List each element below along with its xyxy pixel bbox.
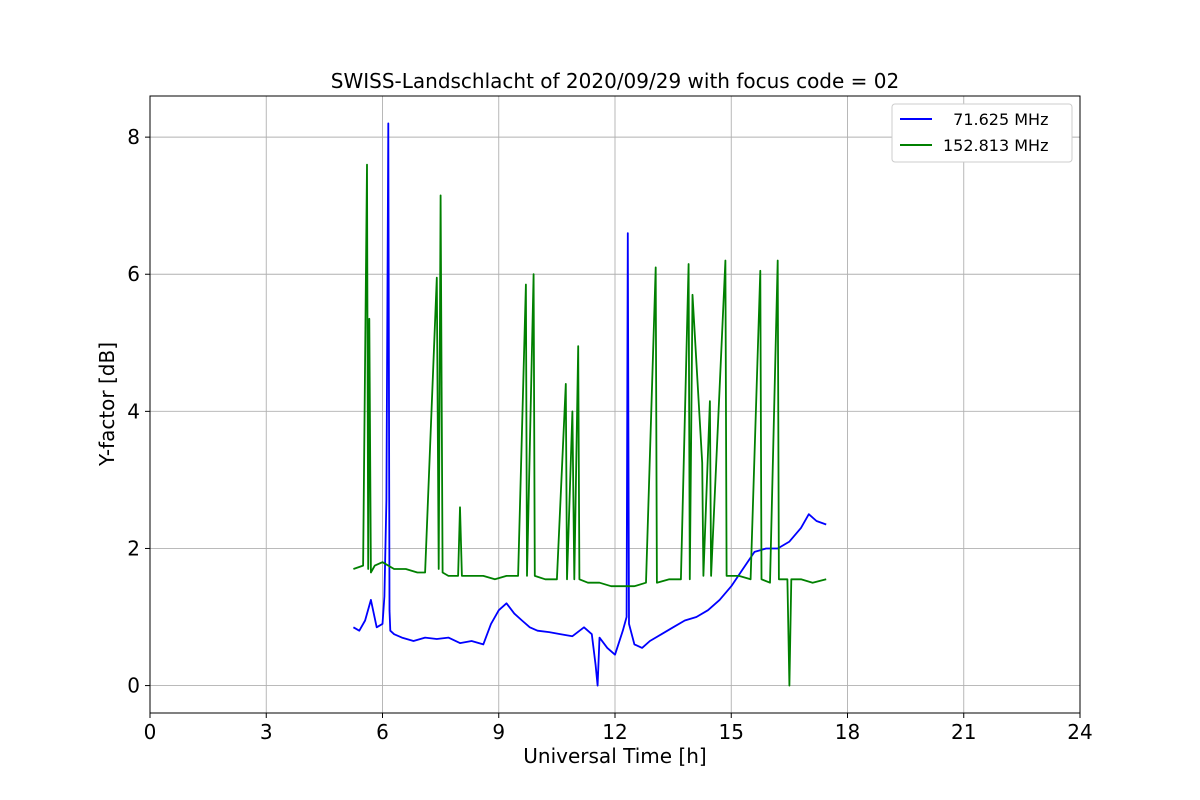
y-tick-label: 4 — [127, 399, 140, 423]
x-axis-label: Universal Time [h] — [523, 744, 706, 768]
x-tick-label: 9 — [492, 720, 505, 744]
x-tick-label: 6 — [376, 720, 389, 744]
series-line-0 — [352, 122, 827, 687]
x-tick-label: 3 — [260, 720, 273, 744]
x-tick-label: 24 — [1067, 720, 1092, 744]
y-tick-label: 6 — [127, 262, 140, 286]
y-axis-label: Y-factor [dB] — [95, 342, 119, 467]
x-tick-label: 0 — [144, 720, 157, 744]
x-tick-label: 15 — [719, 720, 744, 744]
series-layer — [352, 122, 827, 687]
legend-label-152-mhz: 152.813 MHz — [943, 136, 1048, 155]
y-axis-ticks: 0 2 4 6 8 — [127, 125, 150, 698]
x-tick-label: 12 — [602, 720, 627, 744]
x-tick-label: 18 — [835, 720, 860, 744]
series-line-1 — [353, 163, 827, 687]
grid — [149, 96, 1081, 713]
chart-title: SWISS-Landschlacht of 2020/09/29 with fo… — [331, 69, 899, 93]
x-tick-label: 21 — [951, 720, 976, 744]
x-axis-ticks: 0 3 6 9 12 15 18 21 24 — [144, 713, 1093, 744]
y-tick-label: 2 — [127, 536, 140, 560]
legend-box — [891, 103, 1073, 163]
legend-label-71-mhz: 71.625 MHz — [943, 110, 1048, 129]
y-tick-label: 8 — [127, 125, 140, 149]
y-tick-label: 0 — [127, 674, 140, 698]
legend: 71.625 MHz 152.813 MHz — [891, 103, 1073, 163]
